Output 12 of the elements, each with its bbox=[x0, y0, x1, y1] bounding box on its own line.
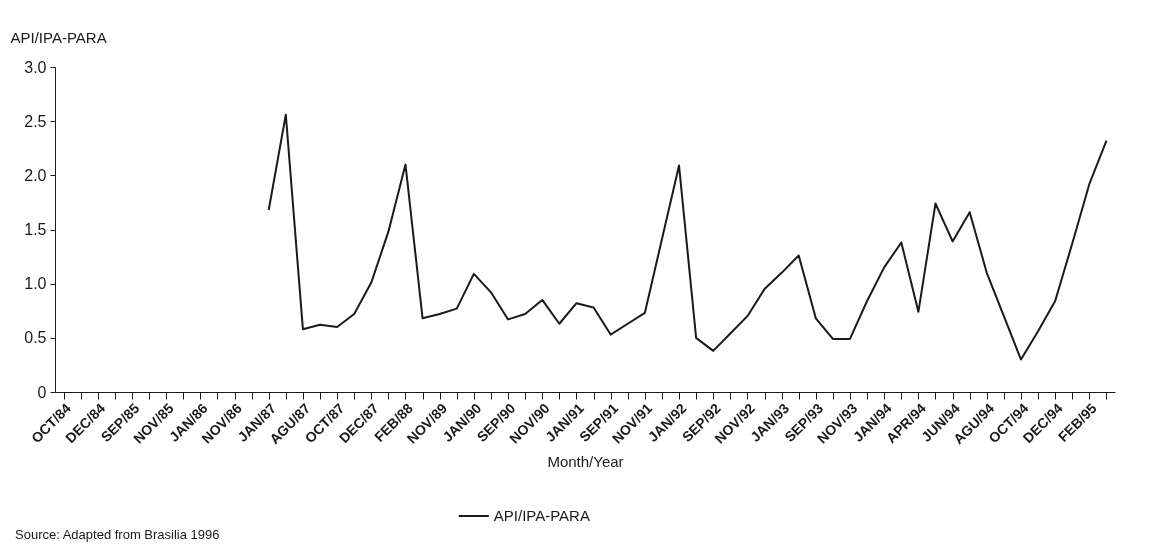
y-tick-label: 2.5 bbox=[24, 112, 47, 130]
y-tick-label: 1.0 bbox=[24, 275, 47, 293]
legend-label: API/IPA-PARA bbox=[493, 507, 590, 524]
y-tick-label: 2.0 bbox=[24, 166, 47, 184]
line-series bbox=[267, 113, 1108, 361]
y-tick-label: 0 bbox=[37, 383, 47, 401]
y-tick-label: 0.5 bbox=[24, 329, 47, 347]
source-note: Source: Adapted from Brasilia 1996 bbox=[15, 527, 220, 542]
x-axis-title: Month/Year bbox=[547, 453, 624, 471]
y-tick-label: 1.5 bbox=[24, 221, 47, 238]
y-axis-title: API/IPA-PARA bbox=[10, 28, 107, 46]
y-tick-label: 3.0 bbox=[24, 58, 47, 76]
